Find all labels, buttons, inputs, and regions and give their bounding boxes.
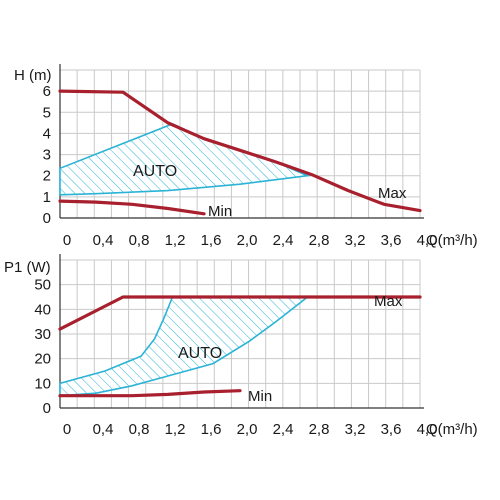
auto-region-label: AUTO [133, 163, 177, 180]
series-min-label: Min [208, 203, 232, 220]
series-max-label: Max [374, 293, 403, 310]
auto-region-fill [60, 123, 308, 195]
x-tick-label: 0,8 [129, 421, 150, 438]
auto-region-outline [59, 296, 310, 397]
y-tick-label: 0 [43, 210, 51, 227]
x-tick-label: 2,0 [237, 232, 258, 249]
x-tick-label: 0 [63, 421, 71, 438]
y-tick-label: 4 [43, 125, 51, 142]
series-max-line [58, 89, 422, 213]
x-tick-label: 4,0 [417, 232, 438, 249]
series-min-label: Min [248, 388, 272, 405]
x-tick-labels: 0 0,4 0,8 1,2 1,6 2,0 2,4 2,8 3,2 3,6 4,0 [63, 232, 438, 249]
y-tick-label: 1 [43, 189, 51, 206]
y-tick-label: 30 [34, 326, 51, 343]
series-max-line [58, 295, 422, 331]
y-tick-label: 40 [34, 301, 51, 318]
y-tick-labels: 0 10 20 30 40 50 [34, 277, 51, 417]
series-max-label: Max [378, 185, 407, 202]
x-tick-label: 3,6 [381, 232, 402, 249]
auto-region-label: AUTO [178, 345, 222, 362]
head-chart: 0 0,4 0,8 1,2 1,6 2,0 2,4 2,8 3,2 3,6 4,0 0 1 2 3 4 5 6H … [14, 64, 478, 249]
auto-region-fill [60, 297, 308, 396]
x-tick-label: 3,2 [345, 421, 366, 438]
x-tick-label: 1,2 [165, 232, 186, 249]
x-tick-label: 0 [63, 232, 71, 249]
y-axis-label: H (m) [14, 67, 52, 84]
y-tick-label: 3 [43, 147, 51, 164]
x-tick-label: 1,6 [201, 421, 222, 438]
x-tick-label: 3,2 [345, 232, 366, 249]
x-axis-label: Q(m³/h) [426, 421, 478, 438]
x-tick-label: 2,8 [309, 421, 330, 438]
x-tick-label: 2,0 [237, 421, 258, 438]
x-tick-label: 0,4 [93, 421, 114, 438]
x-tick-label: 2,8 [309, 232, 330, 249]
x-tick-label: 2,4 [273, 421, 294, 438]
x-tick-label: 4,0 [417, 421, 438, 438]
x-axis-label: Q(m³/h) [426, 232, 478, 249]
x-tick-label: 3,6 [381, 421, 402, 438]
y-axis-label: P1 (W) [4, 259, 51, 276]
x-tick-label: 1,6 [201, 232, 222, 249]
y-tick-labels: 0 1 2 3 4 5 6 [43, 83, 51, 227]
y-tick-label: 2 [43, 168, 51, 185]
series-min-line [58, 389, 242, 398]
y-tick-label: 10 [34, 375, 51, 392]
y-tick-label: 6 [43, 83, 51, 100]
series-min-line [58, 199, 206, 216]
y-tick-label: 5 [43, 104, 51, 121]
power-chart: 0 0,4 0,8 1,2 1,6 2,0 2,4 2,8 3,2 3,6 4,0 0 10 20 30 40… [4, 254, 478, 438]
y-tick-label: 0 [43, 400, 51, 417]
x-tick-labels: 0 0,4 0,8 1,2 1,6 2,0 2,4 2,8 3,2 3,6 4,0 [63, 421, 438, 438]
x-tick-label: 0,8 [129, 232, 150, 249]
y-tick-label: 50 [34, 277, 51, 294]
x-tick-label: 0,4 [93, 232, 114, 249]
y-tick-label: 20 [34, 351, 51, 368]
x-tick-label: 2,4 [273, 232, 294, 249]
x-tick-label: 1,2 [165, 421, 186, 438]
gridlines [59, 259, 421, 409]
